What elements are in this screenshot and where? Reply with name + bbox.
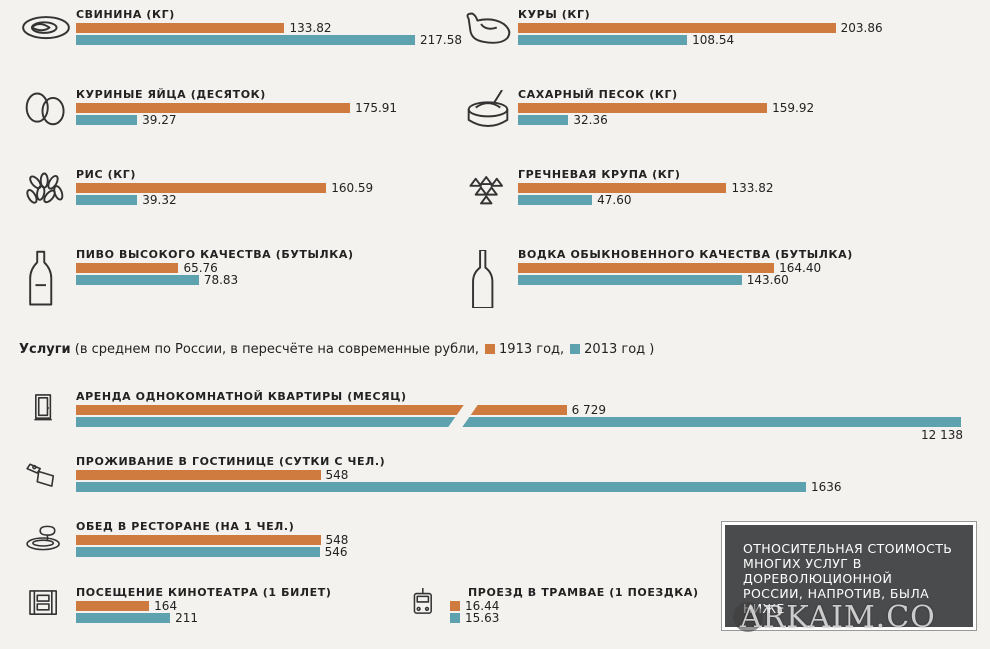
- value-2013: 39.27: [142, 113, 177, 127]
- value-1913: 175.91: [355, 101, 398, 115]
- value-1913: 164.40: [779, 261, 822, 275]
- bar-2013: [450, 613, 460, 623]
- value-2013: 217.58: [420, 33, 462, 47]
- value-2013: 15.63: [465, 611, 500, 625]
- value-1913: 548: [325, 533, 349, 547]
- food-item-label: КУРИНЫЕ ЯЙЦА (ДЕСЯТОК): [76, 88, 266, 101]
- value-2013: 211: [175, 611, 199, 625]
- value-2013: 78.83: [203, 273, 239, 287]
- value-1913: 160.59: [331, 181, 374, 195]
- film-strip-icon: [29, 590, 57, 615]
- value-1913: 133.82: [731, 181, 774, 195]
- legend-subtitle: (в среднем по России, в пересчёте на сов…: [70, 342, 480, 357]
- food-item-label: СВИНИНА (КГ): [76, 8, 175, 21]
- door-icon: [34, 394, 52, 421]
- sugar-icon: [467, 90, 509, 127]
- hotel-key-icon: [26, 463, 55, 487]
- value-2013: 39.32: [142, 193, 177, 207]
- bar-2013: [76, 482, 806, 492]
- legend-1913: 1913 год,: [499, 342, 565, 357]
- service-item-label: ПРОЕЗД В ТРАМВАЕ (1 ПОЕЗДКА): [468, 586, 699, 599]
- food-item-label: ВОДКА ОБЫКНОВЕННОГО КАЧЕСТВА (БУТЫЛКА): [518, 248, 853, 261]
- value-1913: 6 729: [571, 403, 606, 417]
- legend-swatch-1913: [485, 344, 496, 354]
- pork-icon: [22, 16, 70, 40]
- bar-2013: [76, 275, 199, 285]
- bar-1913: [518, 103, 768, 113]
- buckwheat-icon: [469, 176, 504, 205]
- food-item-label: ПИВО ВЫСОКОГО КАЧЕСТВА (БУТЫЛКА): [76, 248, 354, 261]
- value-1913: 203.86: [840, 21, 883, 35]
- chicken-icon: [466, 12, 511, 44]
- food-item-label: САХАРНЫЙ ПЕСОК (КГ): [518, 88, 678, 101]
- value-1913: 159.92: [772, 101, 815, 115]
- vodka-bottle-icon: [472, 250, 494, 308]
- bar-2013: [518, 115, 569, 125]
- bar-2013: [76, 115, 138, 125]
- rice-icon: [26, 172, 64, 204]
- value-2013: 32.36: [573, 113, 608, 127]
- watermark: ARKAIM.CO: [740, 600, 936, 635]
- legend-swatch-2013: [570, 344, 581, 354]
- value-2013: 143.60: [746, 273, 789, 287]
- bar-1913: [76, 103, 351, 113]
- legend-title: Услуги: [19, 342, 71, 357]
- value-2013: 47.60: [597, 193, 632, 207]
- value-2013: 546: [324, 545, 348, 559]
- bar-1913: [76, 263, 179, 273]
- dinner-plate-icon: [26, 525, 60, 551]
- legend-2013: 2013 год ): [584, 342, 655, 357]
- bar-1913: [518, 23, 836, 33]
- bar-2013: [518, 35, 688, 45]
- service-item-label: ПРОЖИВАНИЕ В ГОСТИНИЦЕ (СУТКИ С ЧЕЛ.): [76, 455, 386, 468]
- service-item-label: ОБЕД В РЕСТОРАНЕ (НА 1 ЧЕЛ.): [76, 520, 295, 533]
- services-legend: Услуги (в среднем по России, в пересчёте…: [19, 342, 654, 357]
- bar-1913: [518, 183, 727, 193]
- bar-1913: [76, 183, 327, 193]
- value-1913: 164: [154, 599, 178, 613]
- eggs-icon: [25, 92, 65, 126]
- bar-2013: [518, 195, 593, 205]
- value-2013: 1636: [811, 480, 842, 494]
- value-1913: 133.82: [289, 21, 332, 35]
- bar-2013: [76, 35, 415, 45]
- beer-bottle-icon: [29, 250, 53, 306]
- bar-1913: [76, 23, 285, 33]
- service-item-label: АРЕНДА ОДНОКОМНАТНОЙ КВАРТИРЫ (МЕСЯЦ): [76, 390, 407, 403]
- food-item-label: РИС (КГ): [76, 168, 137, 181]
- bar-2013: [76, 547, 320, 557]
- bar-2013: [76, 195, 138, 205]
- bar-1913: [76, 535, 321, 545]
- food-item-label: ГРЕЧНЕВАЯ КРУПА (КГ): [518, 168, 681, 181]
- bar-2013: [76, 613, 171, 623]
- food-item-label: КУРЫ (КГ): [518, 8, 591, 21]
- tram-icon: [413, 588, 432, 614]
- value-1913: 548: [325, 468, 349, 482]
- bar-1913: [76, 601, 150, 611]
- bar-2013: [518, 275, 742, 285]
- bar-1913: [76, 470, 321, 480]
- bar-2013: [76, 417, 961, 427]
- value-1913: 65.76: [183, 261, 218, 275]
- bar-1913: [450, 601, 460, 611]
- value-2013: 12 138: [921, 428, 963, 442]
- bar-1913: [76, 405, 567, 415]
- value-1913: 16.44: [465, 599, 500, 613]
- service-item-label: ПОСЕЩЕНИЕ КИНОТЕАТРА (1 БИЛЕТ): [76, 586, 332, 599]
- value-2013: 108.54: [692, 33, 735, 47]
- watermark-logo-icon: [733, 602, 763, 632]
- bar-1913: [518, 263, 775, 273]
